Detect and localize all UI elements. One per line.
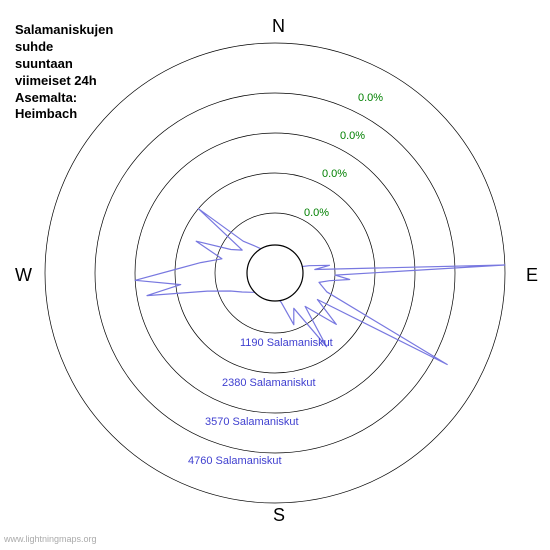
chart-title: Salamaniskujen suhde suuntaan viimeiset …: [15, 22, 113, 123]
strike-count-label: 1190 Salamaniskut: [240, 337, 333, 349]
strike-count-label: 4760 Salamaniskut: [188, 455, 282, 467]
footer-attribution: www.lightningmaps.org: [4, 534, 97, 544]
cardinal-west: W: [15, 265, 32, 286]
cardinal-north: N: [272, 16, 285, 37]
strike-count-label: 3570 Salamaniskut: [205, 416, 299, 428]
percent-label: 0.0%: [340, 130, 365, 142]
center-circle: [247, 245, 303, 301]
strike-count-label: 2380 Salamaniskut: [222, 377, 316, 389]
cardinal-east: E: [526, 265, 538, 286]
percent-label: 0.0%: [358, 92, 383, 104]
percent-label: 0.0%: [322, 168, 347, 180]
cardinal-south: S: [273, 505, 285, 526]
percent-label: 0.0%: [304, 207, 329, 219]
polar-chart-container: { "title": "Salamaniskujen\nsuhde\nsuunt…: [0, 0, 550, 550]
